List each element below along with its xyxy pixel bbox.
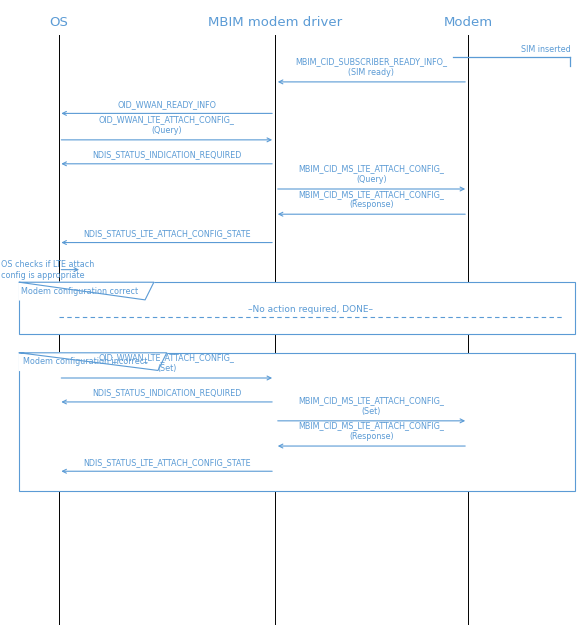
Text: OID_WWAN_LTE_ATTACH_CONFIG_
(Query): OID_WWAN_LTE_ATTACH_CONFIG_ (Query) bbox=[99, 115, 235, 135]
Text: NDIS_STATUS_LTE_ATTACH_CONFIG_STATE: NDIS_STATUS_LTE_ATTACH_CONFIG_STATE bbox=[83, 229, 250, 238]
Text: –No action required, DONE–: –No action required, DONE– bbox=[247, 306, 373, 314]
Text: NDIS_STATUS_INDICATION_REQUIRED: NDIS_STATUS_INDICATION_REQUIRED bbox=[92, 389, 242, 398]
Text: MBIM_CID_MS_LTE_ATTACH_CONFIG_
(Response): MBIM_CID_MS_LTE_ATTACH_CONFIG_ (Response… bbox=[298, 421, 445, 441]
Text: SIM inserted: SIM inserted bbox=[521, 45, 570, 54]
Text: OS checks if LTE attach
config is appropriate: OS checks if LTE attach config is approp… bbox=[1, 260, 94, 280]
Polygon shape bbox=[19, 353, 167, 370]
Bar bbox=[19, 353, 575, 491]
Text: Modem configuration incorrect: Modem configuration incorrect bbox=[23, 357, 148, 366]
Text: OID_WWAN_READY_INFO: OID_WWAN_READY_INFO bbox=[117, 100, 216, 109]
Text: MBIM_CID_SUBSCRIBER_READY_INFO_
(SIM ready): MBIM_CID_SUBSCRIBER_READY_INFO_ (SIM rea… bbox=[295, 57, 448, 77]
Text: Modem configuration correct: Modem configuration correct bbox=[21, 287, 139, 295]
Bar bbox=[19, 282, 575, 334]
Text: MBIM_CID_MS_LTE_ATTACH_CONFIG_
(Response): MBIM_CID_MS_LTE_ATTACH_CONFIG_ (Response… bbox=[298, 190, 445, 209]
Text: NDIS_STATUS_INDICATION_REQUIRED: NDIS_STATUS_INDICATION_REQUIRED bbox=[92, 151, 242, 159]
Text: OS: OS bbox=[49, 16, 68, 28]
Text: Modem: Modem bbox=[443, 16, 493, 28]
Text: MBIM_CID_MS_LTE_ATTACH_CONFIG_
(Set): MBIM_CID_MS_LTE_ATTACH_CONFIG_ (Set) bbox=[298, 396, 445, 416]
Polygon shape bbox=[19, 282, 154, 300]
Text: OID_WWAN_LTE_ATTACH_CONFIG_
(Set): OID_WWAN_LTE_ATTACH_CONFIG_ (Set) bbox=[99, 353, 235, 373]
Text: MBIM modem driver: MBIM modem driver bbox=[208, 16, 342, 28]
Text: MBIM_CID_MS_LTE_ATTACH_CONFIG_
(Query): MBIM_CID_MS_LTE_ATTACH_CONFIG_ (Query) bbox=[298, 164, 445, 184]
Text: NDIS_STATUS_LTE_ATTACH_CONFIG_STATE: NDIS_STATUS_LTE_ATTACH_CONFIG_STATE bbox=[83, 458, 250, 467]
